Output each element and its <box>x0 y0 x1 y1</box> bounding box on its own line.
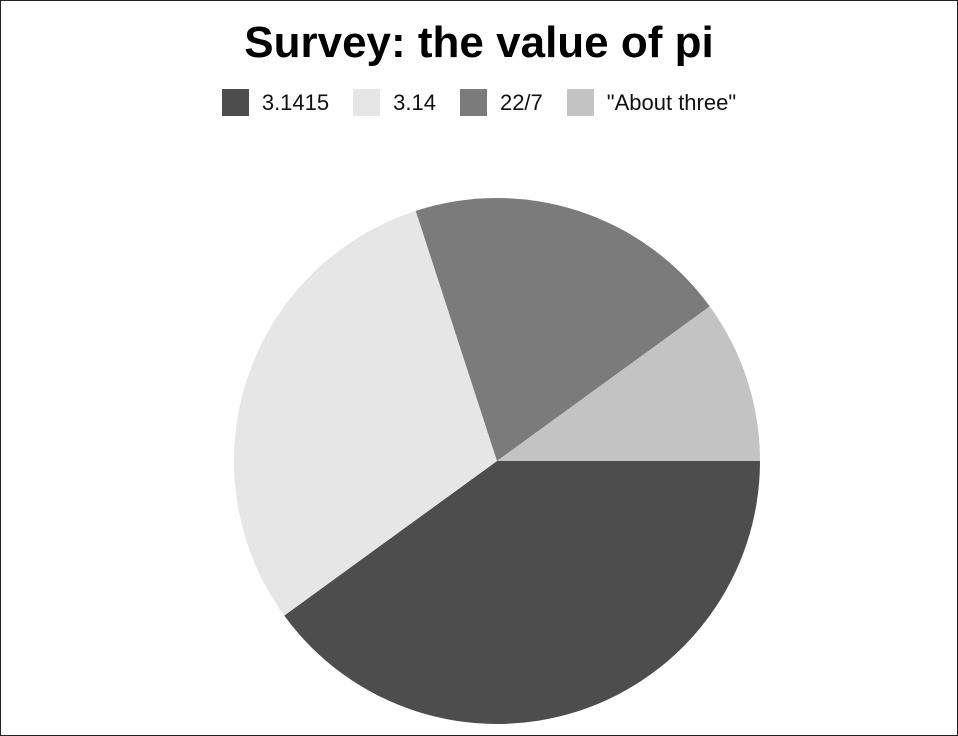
legend-label-4: "About three" <box>606 89 737 115</box>
legend-item-3: 22/7 <box>459 89 543 116</box>
pie-slices <box>233 197 760 725</box>
pie-slice-3 <box>415 197 710 461</box>
pie-slice-2 <box>233 210 498 616</box>
legend-item-1: 3.1415 <box>221 89 330 116</box>
legend-swatch-1 <box>221 89 249 116</box>
legend: 3.1415 3.14 22/7 "About three" <box>1 89 957 116</box>
legend-label-2: 3.14 <box>393 89 436 115</box>
legend-item-4: "About three" <box>566 89 737 116</box>
legend-label-3: 22/7 <box>499 89 543 115</box>
legend-label-1: 3.1415 <box>261 89 330 115</box>
pie-slice-1 <box>284 461 760 725</box>
legend-swatch-3 <box>459 89 487 116</box>
legend-swatch-4 <box>566 89 594 116</box>
pie-slice-4 <box>497 306 760 461</box>
legend-item-2: 3.14 <box>353 89 436 116</box>
legend-swatch-2 <box>353 89 381 116</box>
chart-title: Survey: the value of pi <box>244 18 714 67</box>
